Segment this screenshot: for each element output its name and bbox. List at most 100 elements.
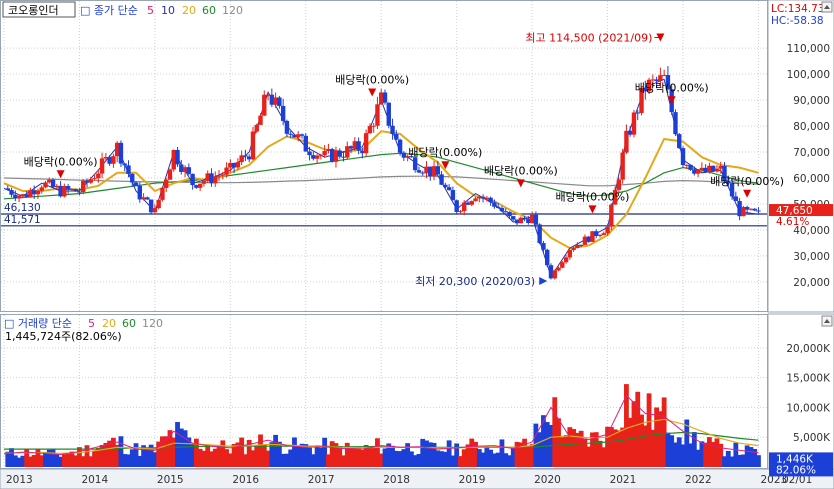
candle-body xyxy=(431,166,437,177)
candle-body xyxy=(243,155,248,157)
volume-bar xyxy=(495,452,501,467)
volume-bar xyxy=(314,445,320,467)
candle-body xyxy=(62,186,67,197)
vol-legend-ma20[interactable]: 20 xyxy=(102,317,116,330)
volume-bar xyxy=(160,436,165,467)
candle-body xyxy=(239,155,244,163)
candle-body xyxy=(748,208,754,210)
stock-name: 코오롱인더 xyxy=(8,4,59,17)
vol-legend-ma120[interactable]: 120 xyxy=(142,317,163,330)
volume-panel-toggle-icon[interactable] xyxy=(821,315,833,327)
volume-bar xyxy=(178,428,184,467)
legend-ma20[interactable]: 20 xyxy=(182,4,196,17)
candle-body xyxy=(228,162,233,168)
time-tick-label: 2022 xyxy=(685,474,712,486)
current-volume-label: 1,446K xyxy=(776,453,814,465)
candle-body xyxy=(329,149,335,162)
volume-bar xyxy=(729,456,735,467)
volume-bar xyxy=(559,437,565,467)
time-tick-label: 2019 xyxy=(459,474,486,486)
volume-bar xyxy=(518,442,524,467)
candle-body xyxy=(201,180,207,184)
volume-bar xyxy=(69,451,75,467)
legend-ma5[interactable]: 5 xyxy=(147,4,154,17)
vol-legend-ma5[interactable]: 5 xyxy=(88,317,95,330)
volume-bar xyxy=(303,444,309,467)
volume-bar xyxy=(710,442,716,467)
volume-bar xyxy=(65,453,71,467)
volume-bar xyxy=(73,455,79,467)
stock-name-box[interactable] xyxy=(2,1,76,18)
volume-bar xyxy=(261,444,267,467)
dividend-arrow-icon xyxy=(667,96,676,105)
vol-legend-ma60[interactable]: 60 xyxy=(122,317,136,330)
volume-bar xyxy=(152,452,158,467)
candle-body xyxy=(560,262,565,268)
candle-body xyxy=(292,134,297,138)
volume-bar xyxy=(269,442,275,467)
current-volume-text: 1,445,724주(82.06%) xyxy=(5,330,122,343)
legend-ma60[interactable]: 60 xyxy=(202,4,216,17)
candle-body xyxy=(5,188,10,191)
volume-bar xyxy=(220,440,226,467)
volume-bar xyxy=(156,441,162,467)
candle-body xyxy=(752,208,757,211)
volume-axis-panel xyxy=(767,313,834,470)
price-tick-label: 70,000 xyxy=(793,147,830,159)
hc-readout: HC:-58.38 xyxy=(771,15,824,27)
volume-bar xyxy=(16,457,22,467)
candle-body xyxy=(654,79,659,82)
volume-bar xyxy=(601,447,607,467)
volume-bar xyxy=(684,419,690,467)
volume-bar xyxy=(265,450,271,467)
volume-bar xyxy=(522,438,527,467)
annotation-low-arrow-icon xyxy=(539,277,548,286)
volume-bar xyxy=(740,454,746,467)
candle-body xyxy=(692,169,697,174)
volume-bar xyxy=(239,437,245,467)
candle-body xyxy=(182,167,188,172)
volume-bar xyxy=(186,437,192,467)
candle-body xyxy=(318,155,324,157)
volume-bar xyxy=(695,449,701,467)
volume-bar xyxy=(503,453,509,467)
volume-bar xyxy=(703,442,709,467)
volume-bar xyxy=(639,414,644,467)
legend-ma120[interactable]: 120 xyxy=(222,4,243,17)
volume-bar xyxy=(650,429,656,467)
volume-bar xyxy=(605,426,610,467)
candle-body xyxy=(235,162,241,168)
candle-body xyxy=(333,150,339,162)
volume-bar xyxy=(193,438,199,467)
volume-bar xyxy=(292,437,297,467)
volume-bar xyxy=(58,456,63,467)
candle-body xyxy=(356,141,361,151)
volume-bar xyxy=(567,427,573,467)
candle-body xyxy=(299,134,305,136)
candle-body xyxy=(88,179,93,183)
volume-bar xyxy=(382,448,388,467)
volume-bar xyxy=(673,442,678,467)
candle-body xyxy=(197,183,203,188)
candle-body xyxy=(145,197,150,200)
candle-body xyxy=(480,196,486,199)
candle-body xyxy=(601,233,606,235)
candle-body xyxy=(639,87,644,113)
price-panel-toggle-icon[interactable] xyxy=(821,1,833,13)
candle-body xyxy=(337,150,342,157)
candle-body xyxy=(495,206,501,209)
candle-body xyxy=(590,231,595,242)
price-panel[interactable] xyxy=(0,0,768,312)
volume-bar xyxy=(484,445,490,467)
candle-body xyxy=(541,243,546,250)
candle-body xyxy=(658,75,663,82)
candle-body xyxy=(578,244,584,246)
candle-body xyxy=(465,202,471,205)
candle-body xyxy=(435,166,441,175)
candle-body xyxy=(397,139,403,153)
legend-ma10[interactable]: 10 xyxy=(161,4,175,17)
volume-bar xyxy=(46,449,52,467)
candle-body xyxy=(439,174,444,185)
